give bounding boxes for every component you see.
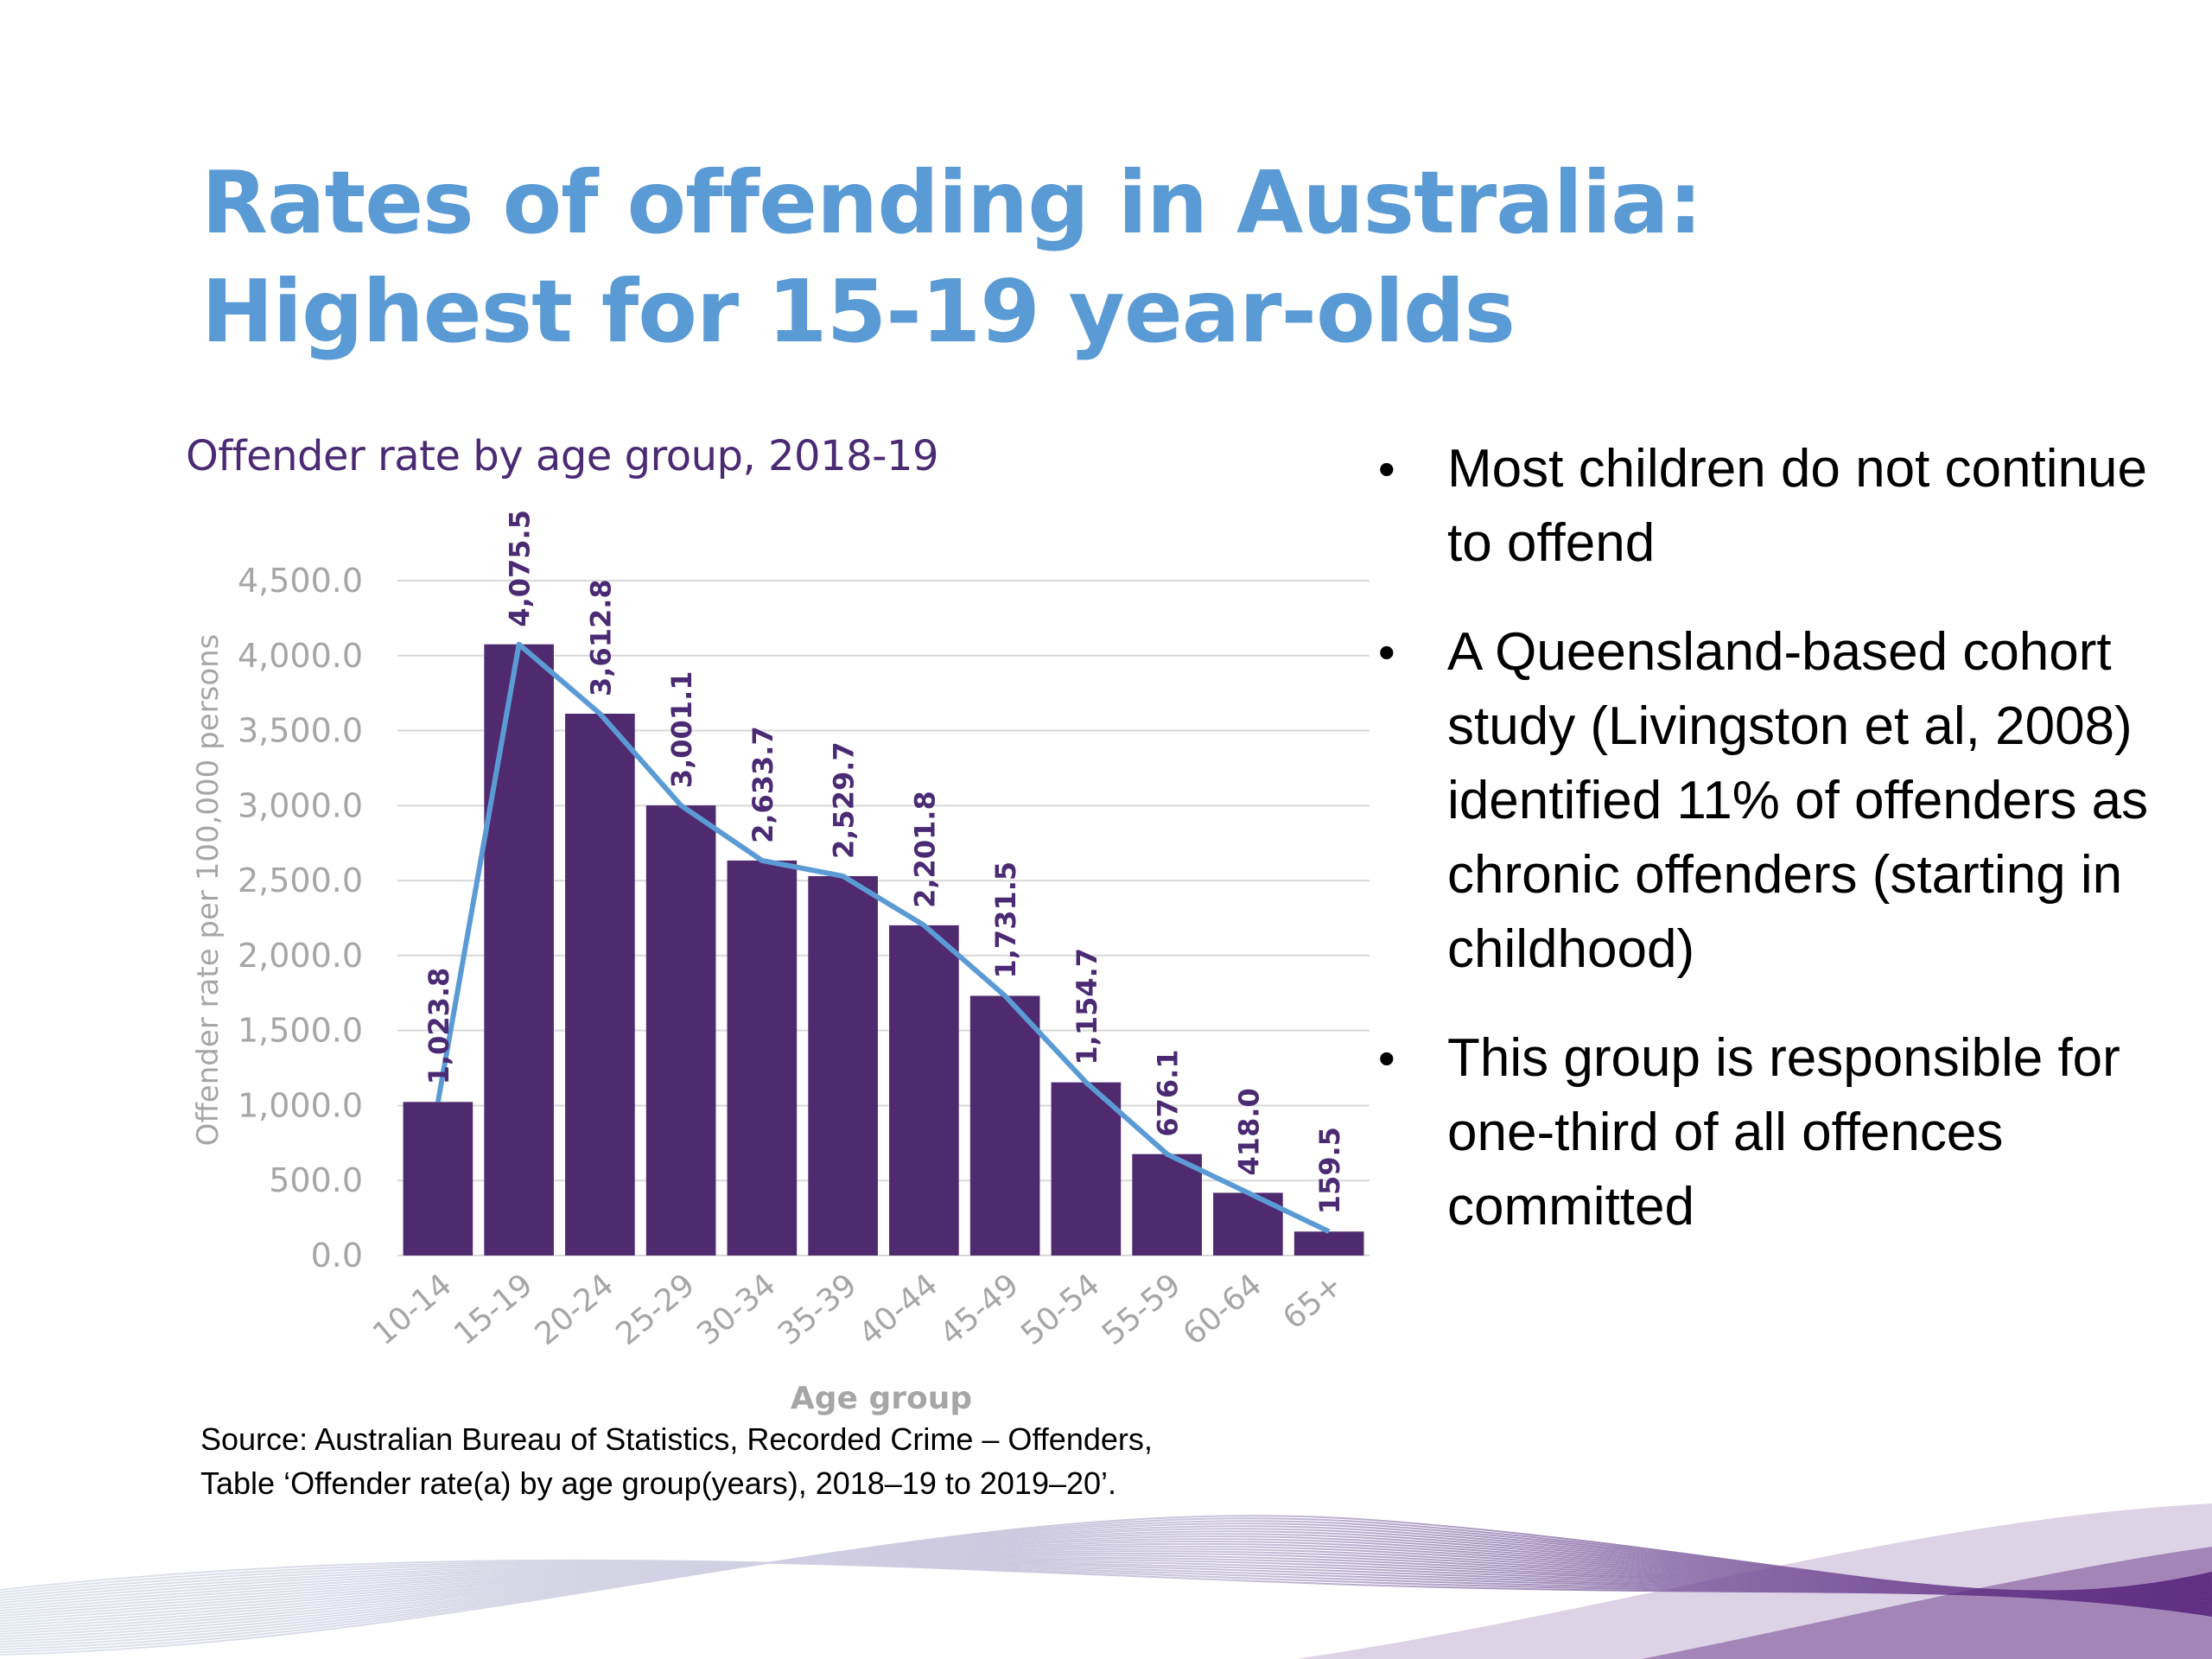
y-axis-title: Offender rate per 100,000 persons (191, 634, 226, 1147)
bar (969, 995, 1040, 1255)
y-tick-label: 2,000.0 (238, 937, 363, 975)
chart-title: Offender rate by age group, 2018-19 (186, 432, 939, 480)
x-tick-label: 50-54 (1014, 1267, 1106, 1352)
y-tick-label: 4,000.0 (238, 637, 363, 675)
y-axis-ticks: 0.0 500.0 1,000.0 1,500.0 2,000.0 2,500.0 3,00… (238, 562, 363, 1274)
data-label: 1,023.8 (423, 968, 455, 1085)
bar (565, 713, 635, 1255)
bar (1051, 1082, 1122, 1255)
y-tick-label: 0.0 (311, 1236, 363, 1274)
data-label: 159.5 (1313, 1127, 1346, 1214)
y-tick-label: 1,500.0 (238, 1012, 363, 1050)
bar (808, 875, 878, 1255)
decorative-waves (0, 1503, 2212, 1659)
y-tick-label: 500.0 (269, 1161, 363, 1199)
x-tick-label: 40-44 (853, 1267, 944, 1352)
x-tick-label: 35-39 (772, 1267, 863, 1352)
bullet-item: This group is responsible for one-third … (1378, 1021, 2190, 1244)
gridlines (397, 580, 1370, 1256)
bar (727, 860, 798, 1255)
data-label: 1,154.7 (1071, 948, 1103, 1065)
x-tick-label: 45-49 (933, 1267, 1025, 1352)
bullet-item: Most children do not continue to offend (1378, 432, 2190, 581)
data-label: 418.0 (1232, 1088, 1265, 1175)
y-tick-label: 1,000.0 (238, 1086, 363, 1124)
bar (484, 644, 554, 1255)
data-label: 3,001.1 (665, 671, 698, 789)
bar (645, 805, 716, 1255)
x-tick-label: 30-34 (690, 1267, 782, 1352)
y-tick-label: 2,500.0 (238, 861, 363, 899)
data-label: 676.1 (1152, 1049, 1185, 1136)
x-tick-label: 10-14 (366, 1267, 458, 1352)
bar (889, 925, 959, 1255)
offender-rate-chart: 0.0 500.0 1,000.0 1,500.0 2,000.0 2,500.0 3,00… (191, 510, 1370, 1416)
y-tick-label: 3,500.0 (238, 712, 363, 750)
y-tick-label: 3,000.0 (238, 786, 363, 824)
x-tick-label: 55-59 (1096, 1267, 1187, 1352)
x-tick-label: 60-64 (1177, 1267, 1268, 1352)
data-label: 4,075.5 (504, 510, 537, 627)
data-label: 1,731.5 (989, 861, 1022, 979)
x-tick-label: 20-24 (529, 1267, 620, 1352)
data-label: 3,612.8 (584, 579, 617, 696)
trend-line-group (435, 641, 1331, 1235)
bar (1132, 1154, 1202, 1255)
x-tick-label: 15-19 (448, 1267, 539, 1352)
source-line-1: Source: Australian Bureau of Statistics,… (200, 1421, 1153, 1457)
bar (403, 1102, 474, 1255)
x-tick-label: 25-29 (609, 1267, 701, 1352)
bullet-list: Most children do not continue to offend … (1378, 432, 2190, 1279)
trend-line (435, 641, 1331, 1235)
data-labels: 1,023.8 4,075.5 3,612.8 3,001.1 2,633.7 2,529… (423, 510, 1346, 1214)
x-axis-title: Age group (791, 1381, 972, 1416)
source-note: Source: Australian Bureau of Statistics,… (200, 1417, 1324, 1505)
wave-line (0, 1559, 2212, 1617)
bar (1294, 1231, 1364, 1255)
data-label: 2,201.8 (908, 791, 941, 908)
x-tick-label: 65+ (1276, 1267, 1350, 1336)
data-label: 2,633.7 (747, 726, 779, 843)
slide-title: Rates of offending in Australia: Highest… (201, 152, 1703, 362)
data-label: 2,529.7 (828, 741, 861, 859)
bullet-item: A Queensland-based cohort study (Livings… (1378, 615, 2190, 987)
source-line-2: Table ‘Offender rate(a) by age group(yea… (200, 1465, 1117, 1501)
x-axis-ticks: 10-1415-1920-2425-2930-3435-3940-4445-49… (366, 1267, 1350, 1352)
y-tick-label: 4,500.0 (238, 562, 363, 600)
bars (403, 644, 1364, 1255)
